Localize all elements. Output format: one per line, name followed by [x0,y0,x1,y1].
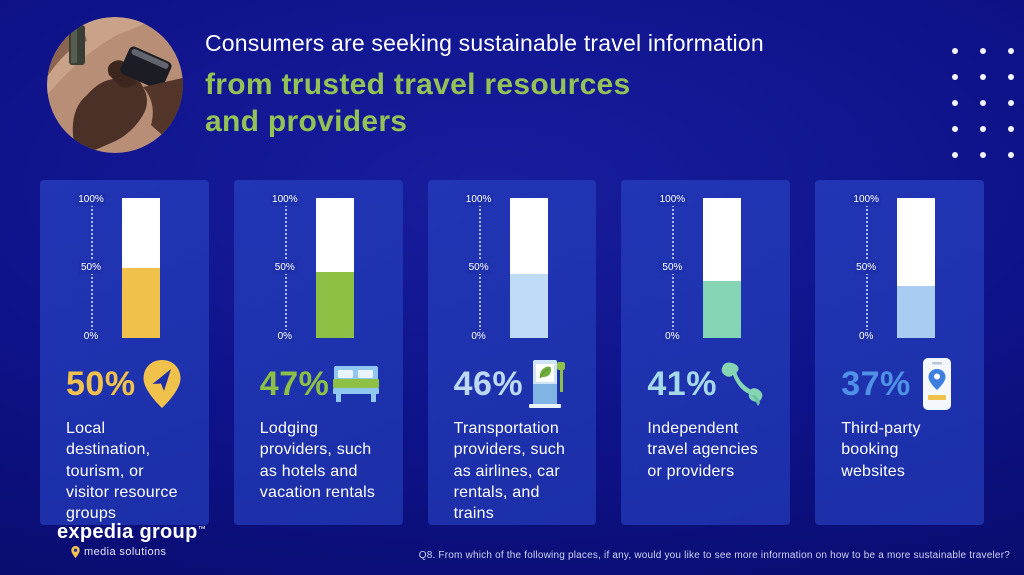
axis-tick-100: 100% [657,193,688,206]
decorative-dot [1008,74,1014,80]
axis-tick-100: 100% [270,193,300,206]
title-line-2: from trusted travel resources [205,68,631,101]
category-label: Local destination, tourism, or visitor r… [66,420,178,523]
percentage-value: 47% [259,364,330,403]
decorative-dot [980,48,986,54]
title-line-3: and providers [205,105,408,138]
stat-card-5: 100% 50% 0% 37% Third-party booking webs… [815,180,984,525]
category-label: Third-party booking websites [841,420,921,480]
chart-axis: 100% 50% 0% [845,193,887,343]
axis-tick-0: 0% [81,330,101,343]
bar-track [509,198,548,338]
decorative-dot [1008,100,1014,106]
decorative-dot [952,100,958,106]
bar-chart: 100% 50% 0% [845,193,972,343]
bar-fill [509,273,548,338]
axis-tick-0: 0% [275,330,295,343]
chart-axis: 100% 50% 0% [70,193,112,343]
decorative-dot [952,74,958,80]
percentage-value: 50% [66,364,136,403]
axis-tick-100: 100% [463,193,494,206]
percentage-value: 41% [647,364,717,403]
percentage-value: 37% [841,364,911,403]
category-label: Independent travel agencies or providers [647,420,759,480]
logo-trademark: ™ [197,524,206,534]
smartphone-icon [912,358,962,410]
stat-card-1: 100% 50% 0% 50% Local destination, touri… [40,180,209,525]
stat-row: 37% [841,358,962,410]
chart-axis: 100% 50% 0% [264,193,306,343]
chart-axis: 100% 50% 0% [651,193,693,343]
axis-tick-0: 0% [469,330,488,343]
bar-track [703,198,742,338]
decorative-dot [980,74,986,80]
bar-fill [703,280,742,338]
chart-axis: 100% 50% 0% [458,193,500,343]
decorative-dot [980,126,986,132]
decorative-dot [980,100,986,106]
stat-row: 46% [454,358,575,410]
category-label: Lodging providers, such as hotels and va… [259,420,376,501]
survey-question-footnote: Q8. From which of the following places, … [418,550,1010,561]
bar-chart: 100% 50% 0% [264,193,391,343]
phone-handset-icon [718,358,768,410]
decorative-dot-grid [941,38,1024,168]
axis-tick-0: 0% [856,330,876,343]
stat-row: 41% [647,358,768,410]
decorative-dot [1008,152,1014,158]
header-photo-hands-holding-phone [47,17,183,153]
decorative-dot [952,126,958,132]
category-label: Transportation providers, such as airlin… [453,420,566,523]
axis-tick-50: 50% [854,261,879,274]
decorative-dot [980,152,986,158]
bar-track [122,198,160,338]
photo-illustration [47,17,183,153]
page-title: Consumers are seeking sustainable travel… [205,30,764,140]
axis-tick-100: 100% [76,193,106,206]
expedia-group-logo: expedia group™ media solutions [57,521,206,558]
title-line-1: Consumers are seeking sustainable travel… [205,30,764,56]
stat-cards: 100% 50% 0% 50% Local destination, touri… [40,180,984,525]
decorative-dot [952,152,958,158]
axis-tick-50: 50% [272,261,297,274]
logo-subtitle: media solutions [84,546,167,558]
axis-tick-100: 100% [851,193,881,206]
logo-pin-icon [71,546,80,558]
axis-tick-50: 50% [660,261,685,274]
decorative-dot [1008,48,1014,54]
bed-icon [331,358,381,410]
bar-chart: 100% 50% 0% [651,193,778,343]
percentage-value: 46% [453,364,524,403]
bar-fill [897,286,936,338]
bar-track [315,198,354,338]
axis-tick-50: 50% [78,261,104,274]
bar-fill [315,272,354,338]
bar-chart: 100% 50% 0% [458,193,585,343]
stat-card-2: 100% 50% 0% 47% Lodging providers, such … [233,180,403,525]
logo-text: expedia group [57,521,198,543]
stat-row: 47% [260,358,381,410]
stat-card-3: 100% 50% 0% 46% Transportation providers… [427,180,597,525]
decorative-dot [952,48,958,54]
bar-chart: 100% 50% 0% [70,193,197,343]
axis-tick-0: 0% [663,330,682,343]
stat-card-4: 100% 50% 0% 41% Independent travel agenc… [621,180,791,525]
bar-fill [122,268,160,338]
bar-track [897,198,936,338]
stat-row: 50% [66,358,187,410]
axis-tick-50: 50% [466,261,491,274]
decorative-dot [1008,126,1014,132]
fuel-pump-icon [524,358,574,410]
location-pin-icon [137,358,187,410]
